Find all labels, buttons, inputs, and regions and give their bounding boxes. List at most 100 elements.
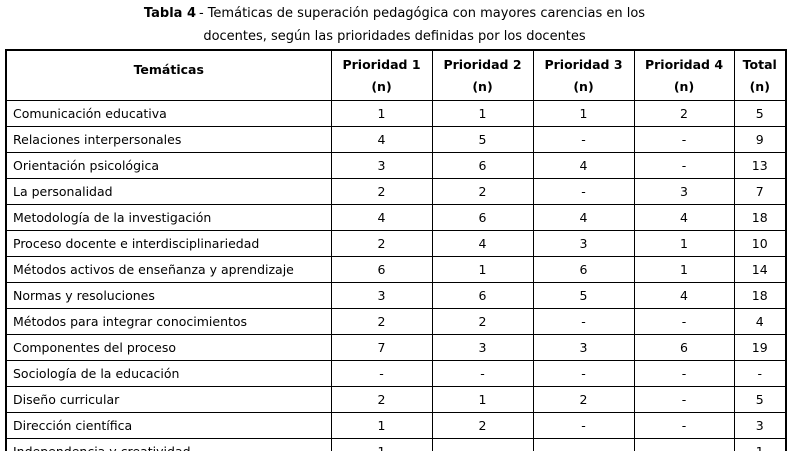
caption-line-1: Tabla 4- Temáticas de superación pedagógi… <box>0 2 789 25</box>
prioridad-3-cell: - <box>532 308 635 335</box>
prioridad-1-cell: 3 <box>330 282 433 309</box>
tematica-cell: La personalidad <box>5 178 332 205</box>
tematica-cell: Independencia y creatividad <box>5 438 332 451</box>
prioridad-3-cell: 4 <box>532 152 635 179</box>
header-total: Total (n) <box>733 49 787 101</box>
total-cell: - <box>733 360 787 387</box>
prioridad-1-cell: 6 <box>330 256 433 283</box>
prioridad-4-cell: 2 <box>633 100 735 127</box>
prioridad-4-cell: - <box>633 360 735 387</box>
table-row: Comunicación educativa 1 1 1 2 5 <box>5 100 787 127</box>
caption-text-line-1: Temáticas de superación pedagógica con m… <box>207 6 646 21</box>
prioridad-4-cell: - <box>633 308 735 335</box>
prioridad-1-cell: 4 <box>330 126 433 153</box>
prioridad-4-cell: 6 <box>633 334 735 361</box>
prioridad-1-cell: 3 <box>330 152 433 179</box>
tematica-cell: Diseño curricular <box>5 386 332 413</box>
tematica-cell: Normas y resoluciones <box>5 282 332 309</box>
prioridad-2-cell: 4 <box>431 230 534 257</box>
header-total-label: Total <box>742 57 777 73</box>
total-cell: 5 <box>733 100 787 127</box>
prioridad-3-cell: 2 <box>532 386 635 413</box>
prioridad-3-cell: - <box>532 126 635 153</box>
table-row: Metodología de la investigación 4 6 4 4 … <box>5 204 787 231</box>
table-row: Proceso docente e interdisciplinariedad … <box>5 230 787 257</box>
prioridad-4-cell: - <box>633 412 735 439</box>
prioridad-2-cell: 3 <box>431 334 534 361</box>
total-cell: 9 <box>733 126 787 153</box>
prioridad-3-cell: - <box>532 438 635 451</box>
header-total-sub: (n) <box>749 78 770 94</box>
total-cell: 7 <box>733 178 787 205</box>
prioridad-1-cell: 7 <box>330 334 433 361</box>
table-row: Métodos para integrar conocimientos 2 2 … <box>5 308 787 335</box>
prioridad-1-cell: 2 <box>330 178 433 205</box>
header-prioridad-1-sub: (n) <box>371 78 392 94</box>
prioridad-4-cell: - <box>633 152 735 179</box>
prioridad-4-cell: - <box>633 386 735 413</box>
prioridad-4-cell: 1 <box>633 230 735 257</box>
table-row: Dirección científica 1 2 - - 3 <box>5 412 787 439</box>
tematica-cell: Orientación psicológica <box>5 152 332 179</box>
prioridad-4-cell: 3 <box>633 178 735 205</box>
caption-line-2: docentes, según las prioridades definida… <box>203 29 586 44</box>
header-prioridad-3-sub: (n) <box>573 78 594 94</box>
table-row: La personalidad 2 2 - 3 7 <box>5 178 787 205</box>
prioridad-3-cell: 3 <box>532 334 635 361</box>
prioridad-2-cell: 6 <box>431 282 534 309</box>
table-row: Orientación psicológica 3 6 4 - 13 <box>5 152 787 179</box>
prioridad-1-cell: 4 <box>330 204 433 231</box>
table-body: Comunicación educativa 1 1 1 2 5 Relacio… <box>5 100 787 451</box>
table-caption: Tabla 4- Temáticas de superación pedagógi… <box>0 0 789 48</box>
prioridad-4-cell: - <box>633 126 735 153</box>
table-row: Sociología de la educación - - - - - <box>5 360 787 387</box>
prioridad-4-cell: 1 <box>633 256 735 283</box>
table-row: Normas y resoluciones 3 6 5 4 18 <box>5 282 787 309</box>
total-cell: 10 <box>733 230 787 257</box>
caption-separator: - <box>199 6 204 21</box>
table-row: Métodos activos de enseñanza y aprendiza… <box>5 256 787 283</box>
total-cell: 14 <box>733 256 787 283</box>
data-table: Temáticas Prioridad 1 (n) Prioridad 2 (n… <box>5 49 787 451</box>
tematica-cell: Sociología de la educación <box>5 360 332 387</box>
total-cell: 3 <box>733 412 787 439</box>
prioridad-3-cell: 6 <box>532 256 635 283</box>
table-row: Relaciones interpersonales 4 5 - - 9 <box>5 126 787 153</box>
tematica-cell: Componentes del proceso <box>5 334 332 361</box>
header-prioridad-2-label: Prioridad 2 <box>443 57 522 73</box>
header-prioridad-3-label: Prioridad 3 <box>544 57 623 73</box>
total-cell: 18 <box>733 282 787 309</box>
prioridad-2-cell: 1 <box>431 100 534 127</box>
header-prioridad-1-label: Prioridad 1 <box>342 57 421 73</box>
tematica-cell: Proceso docente e interdisciplinariedad <box>5 230 332 257</box>
total-cell: 1 <box>733 438 787 451</box>
tematica-cell: Dirección científica <box>5 412 332 439</box>
header-prioridad-2-sub: (n) <box>472 78 493 94</box>
header-prioridad-4-label: Prioridad 4 <box>644 57 724 73</box>
prioridad-3-cell: 3 <box>532 230 635 257</box>
header-prioridad-1: Prioridad 1 (n) <box>330 49 433 101</box>
total-cell: 5 <box>733 386 787 413</box>
total-cell: 19 <box>733 334 787 361</box>
prioridad-3-cell: - <box>532 178 635 205</box>
prioridad-2-cell: 5 <box>431 126 534 153</box>
header-row: Temáticas Prioridad 1 (n) Prioridad 2 (n… <box>5 49 787 101</box>
prioridad-4-cell: - <box>633 438 735 451</box>
prioridad-3-cell: 5 <box>532 282 635 309</box>
header-prioridad-4-sub: (n) <box>673 78 695 94</box>
header-prioridad-2: Prioridad 2 (n) <box>431 49 534 101</box>
prioridad-2-cell: 2 <box>431 308 534 335</box>
total-cell: 4 <box>733 308 787 335</box>
prioridad-2-cell: 1 <box>431 386 534 413</box>
tematica-cell: Métodos para integrar conocimientos <box>5 308 332 335</box>
prioridad-2-cell: - <box>431 360 534 387</box>
tematica-cell: Relaciones interpersonales <box>5 126 332 153</box>
prioridad-3-cell: 1 <box>532 100 635 127</box>
prioridad-4-cell: 4 <box>633 204 735 231</box>
header-tematicas: Temáticas <box>5 49 332 101</box>
total-cell: 18 <box>733 204 787 231</box>
table-row: Diseño curricular 2 1 2 - 5 <box>5 386 787 413</box>
total-cell: 13 <box>733 152 787 179</box>
header-prioridad-4: Prioridad 4 (n) <box>633 49 735 101</box>
caption-label: Tabla 4 <box>143 6 196 21</box>
